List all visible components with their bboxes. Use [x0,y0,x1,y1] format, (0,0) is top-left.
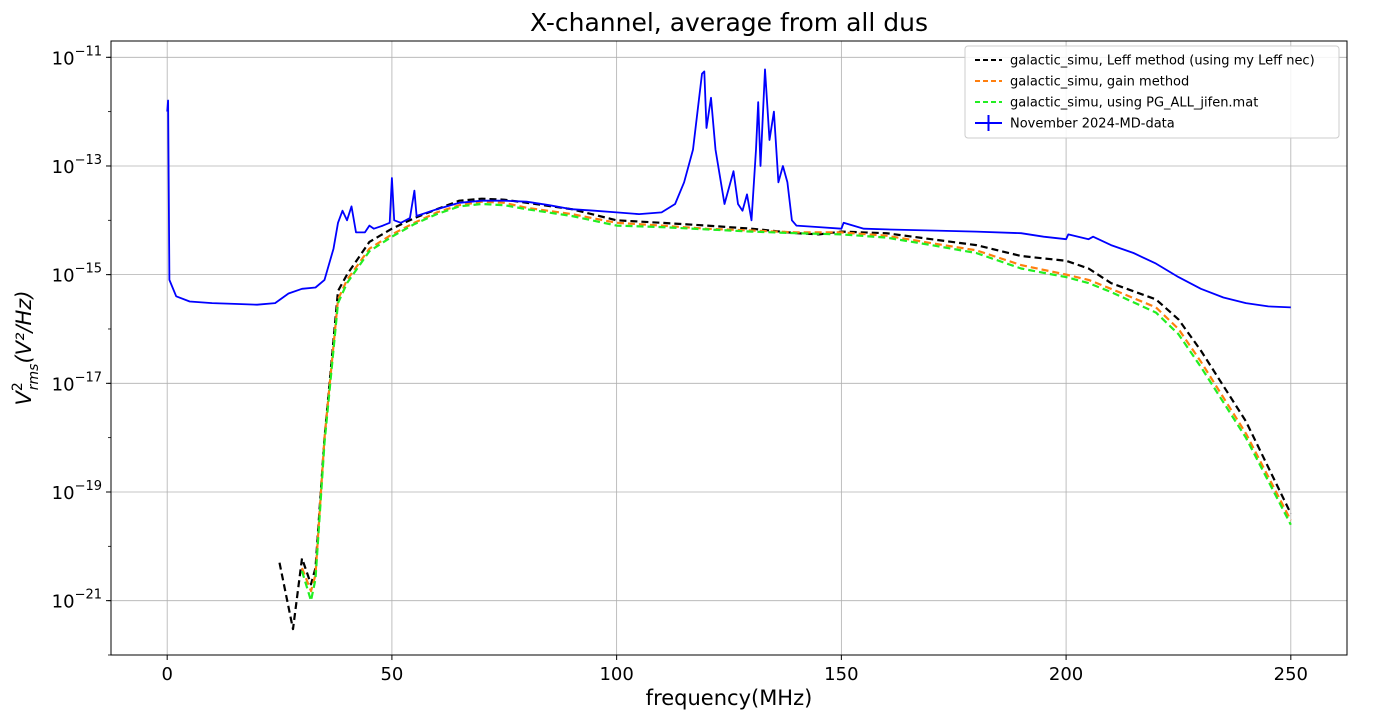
x-tick-label: 0 [161,664,172,685]
legend-entry-label: galactic_simu, gain method [1010,75,1189,90]
y-tick-label: 10−13 [52,153,102,178]
x-axis-label: frequency(MHz) [646,686,813,710]
x-tick-label: 250 [1274,664,1308,685]
y-tick-label: 10−21 [52,588,102,613]
legend-box [964,45,1340,139]
plot-frame [110,40,1348,656]
series-line-1 [300,200,1292,593]
legend-entry-label: galactic_simu, Leff method (using my Lef… [1010,54,1315,69]
x-tick-label: 50 [380,664,403,685]
y-tick-label: 10−15 [52,262,102,287]
y-tick-label: 10−11 [52,44,102,69]
legend-entry-label: galactic_simu, using PG_ALL_jifen.mat [1010,96,1258,111]
series-layer [166,68,1292,631]
y-tick-label: 10−17 [52,370,102,395]
x-tick-label: 100 [599,664,633,685]
chart-title: X-channel, average from all dus [530,8,928,37]
series-line-3 [166,68,1291,309]
x-tick-label: 150 [824,664,858,685]
y-tick-label: 10−19 [52,479,102,504]
series-line-2 [300,202,1292,602]
x-axis: 0 50 100 150 200 250 [161,655,1308,685]
grid [111,41,1347,655]
legend-entry-label: November 2024-MD-data [1010,117,1175,132]
y-axis-label: V2rms(V²/Hz) [10,290,42,405]
x-tick-label: 200 [1049,664,1083,685]
y-axis: 10−21 10−19 10−17 10−15 10−13 10−11 [52,44,111,656]
series-line-0 [278,197,1292,631]
legend: galactic_simu, Leff method (using my Lef… [964,45,1340,139]
y-axis-label-text: V2rms(V²/Hz) [10,290,42,405]
